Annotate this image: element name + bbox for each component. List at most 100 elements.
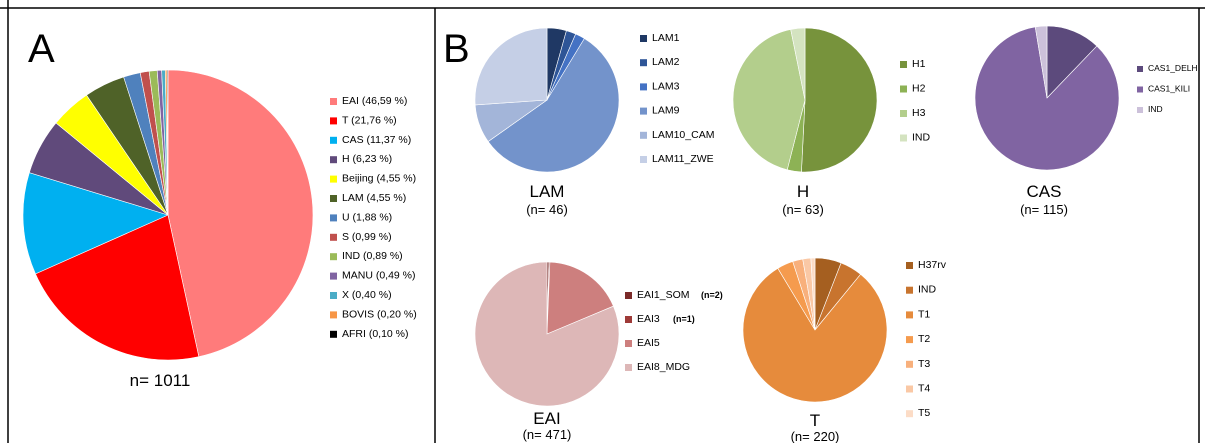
legend-swatch-t-t1 <box>906 311 913 319</box>
legend-swatch-panel-a-eai <box>330 98 337 105</box>
legend-label-eai-eai1-som: EAI1_SOM <box>637 289 690 301</box>
legend-label-eai-eai3: EAI3 <box>637 313 660 325</box>
legend-swatch-h-h3 <box>900 110 907 117</box>
panel-a-letter: A <box>28 27 55 71</box>
chart-n-label-eai: (n= 471) <box>523 427 572 442</box>
pie-slice-eai-eai5 <box>546 261 614 335</box>
legend-swatch-lam-lam10-cam <box>640 131 647 139</box>
legend-swatch-eai-eai3 <box>625 316 632 323</box>
legend-swatch-eai-eai8-mdg <box>625 364 632 371</box>
pie-chart-panel-a: EAI (46,59 %) T (21,76 %) CAS (11,37 %) H (… <box>22 69 417 361</box>
pie-slice-lam-lam11-zwe <box>474 27 548 106</box>
legend-label-t-t4: T4 <box>918 383 930 395</box>
legend-label-cas-ind: IND <box>1148 104 1163 114</box>
legend-eai: EAI1_SOM (n=2) EAI3 (n=1) EAI5 EAI8_MDG <box>625 289 723 373</box>
legend-swatch-t-t2 <box>906 336 913 344</box>
pie-slice-h-h1 <box>801 27 878 173</box>
legend-swatch-lam-lam3 <box>640 83 647 91</box>
legend-swatch-cas-cas1-kili <box>1137 86 1143 93</box>
legend-label-panel-a-manu: MANU (0,49 %) <box>342 270 416 282</box>
pie-chart-cas: CAS1_DELH CAS1_KILI IND CAS(n= 115) <box>974 25 1198 217</box>
legend-label-h-h1: H1 <box>912 58 926 70</box>
legend-h: H1 H2 H3 IND <box>900 58 931 144</box>
chart-n-label-h: (n= 63) <box>782 202 824 217</box>
legend-label-lam-lam11-zwe: LAM11_ZWE <box>652 153 714 165</box>
legend-label-t-t3: T3 <box>918 358 930 370</box>
legend-cas: CAS1_DELH CAS1_KILI IND <box>1137 63 1198 114</box>
chart-title-cas: CAS <box>1027 182 1062 201</box>
legend-label-h-h2: H2 <box>912 83 926 95</box>
chart-title-lam: LAM <box>530 182 565 201</box>
pie-slice-panel-a-t <box>35 214 200 361</box>
legend-label-eai-eai5: EAI5 <box>637 337 660 349</box>
legend-swatch-panel-a-lam <box>330 195 337 202</box>
panel-b-letter: B <box>443 27 470 71</box>
legend-label-t-ind: IND <box>918 284 937 296</box>
legend-label-panel-a-bovis: BOVIS (0,20 %) <box>342 308 417 320</box>
legend-label-panel-a-cas: CAS (11,37 %) <box>342 134 411 146</box>
legend-swatch-panel-a-h <box>330 156 337 164</box>
pie-chart-eai: EAI1_SOM (n=2) EAI3 (n=1) EAI5 EAI8_MDG EAI(n=… <box>474 261 723 442</box>
legend-lam: LAM1 LAM2 LAM3 LAM9 LAM10_CAM LAM11_ZWE <box>640 32 714 165</box>
legend-swatch-panel-a-manu <box>330 272 337 280</box>
pie-chart-lam: LAM1 LAM2 LAM3 LAM9 LAM10_CAM LAM11_ZWE LAM(n=… <box>474 27 714 217</box>
legend-label-panel-a-u: U (1,88 %) <box>342 211 392 223</box>
chart-title-t: T <box>810 411 820 430</box>
pie-slice-panel-a-cas <box>22 172 169 275</box>
legend-swatch-cas-cas1-delh <box>1137 66 1143 72</box>
legend-label-lam-lam3: LAM3 <box>652 80 680 92</box>
legend-swatch-panel-a-beijing <box>330 175 337 183</box>
pie-chart-t: H37rv IND T1 T2 T3 T4 T5 T(n= 220) <box>742 257 947 443</box>
legend-note-eai-eai3: (n=1) <box>673 314 695 324</box>
legend-swatch-panel-a-cas <box>330 136 337 144</box>
legend-swatch-h-h1 <box>900 61 907 68</box>
pie-chart-h: H1 H2 H3 IND H(n= 63) <box>732 27 931 217</box>
legend-swatch-cas-ind <box>1137 107 1143 113</box>
pie-slice-cas-cas1-kili <box>974 26 1120 171</box>
pie-slice-panel-a-afri <box>166 69 169 216</box>
legend-label-lam-lam1: LAM1 <box>652 32 680 44</box>
pie-slice-eai-eai8-mdg <box>474 261 620 407</box>
chart-title-eai: EAI <box>533 409 560 428</box>
legend-label-panel-a-lam: LAM (4,55 %) <box>342 192 406 204</box>
legend-swatch-lam-lam1 <box>640 35 647 42</box>
legend-swatch-lam-lam2 <box>640 59 647 67</box>
legend-label-panel-a-afri: AFRI (0,10 %) <box>342 328 409 340</box>
pie-slice-t-t5 <box>810 257 816 331</box>
legend-label-t-t1: T1 <box>918 308 930 320</box>
legend-swatch-lam-lam11-zwe <box>640 156 647 163</box>
legend-t: H37rv IND T1 T2 T3 T4 T5 <box>906 259 947 419</box>
pie-slice-h-ind <box>790 27 806 101</box>
legend-panel-a: EAI (46,59 %) T (21,76 %) CAS (11,37 %) H (… <box>330 95 417 340</box>
legend-label-lam-lam2: LAM2 <box>652 56 680 68</box>
legend-label-cas-cas1-delh: CAS1_DELH <box>1148 63 1198 73</box>
legend-swatch-t-t4 <box>906 385 913 393</box>
legend-label-t-h37rv: H37rv <box>918 259 947 271</box>
chart-n-label-t: (n= 220) <box>791 429 840 443</box>
chart-n-label-lam: (n= 46) <box>526 202 568 217</box>
legend-label-cas-cas1-kili: CAS1_KILI <box>1148 84 1190 94</box>
legend-swatch-t-t5 <box>906 410 913 418</box>
legend-label-t-t2: T2 <box>918 333 930 345</box>
pie-slice-lam-lam9 <box>487 38 620 173</box>
legend-swatch-t-t3 <box>906 360 913 368</box>
legend-swatch-t-h37rv <box>906 262 913 269</box>
pie-slice-t-t1 <box>742 267 888 403</box>
legend-swatch-panel-a-bovis <box>330 311 337 319</box>
legend-label-h-h3: H3 <box>912 107 926 119</box>
legend-swatch-panel-a-afri <box>330 330 337 338</box>
pie-slice-cas-ind <box>1034 25 1048 99</box>
legend-label-lam-lam9: LAM9 <box>652 105 680 117</box>
legend-note-eai-eai1-som: (n=2) <box>701 290 723 300</box>
legend-label-panel-a-h: H (6,23 %) <box>342 153 392 165</box>
pie-slice-h-h3 <box>732 29 806 171</box>
legend-label-panel-a-beijing: Beijing (4,55 %) <box>342 173 416 185</box>
legend-swatch-eai-eai1-som <box>625 292 632 299</box>
legend-swatch-h-h2 <box>900 85 907 93</box>
chart-title-h: H <box>797 182 809 201</box>
legend-label-panel-a-ind: IND (0,89 %) <box>342 250 403 262</box>
legend-label-panel-a-eai: EAI (46,59 %) <box>342 95 407 107</box>
legend-swatch-panel-a-ind <box>330 253 337 261</box>
legend-label-t-t5: T5 <box>918 407 930 419</box>
